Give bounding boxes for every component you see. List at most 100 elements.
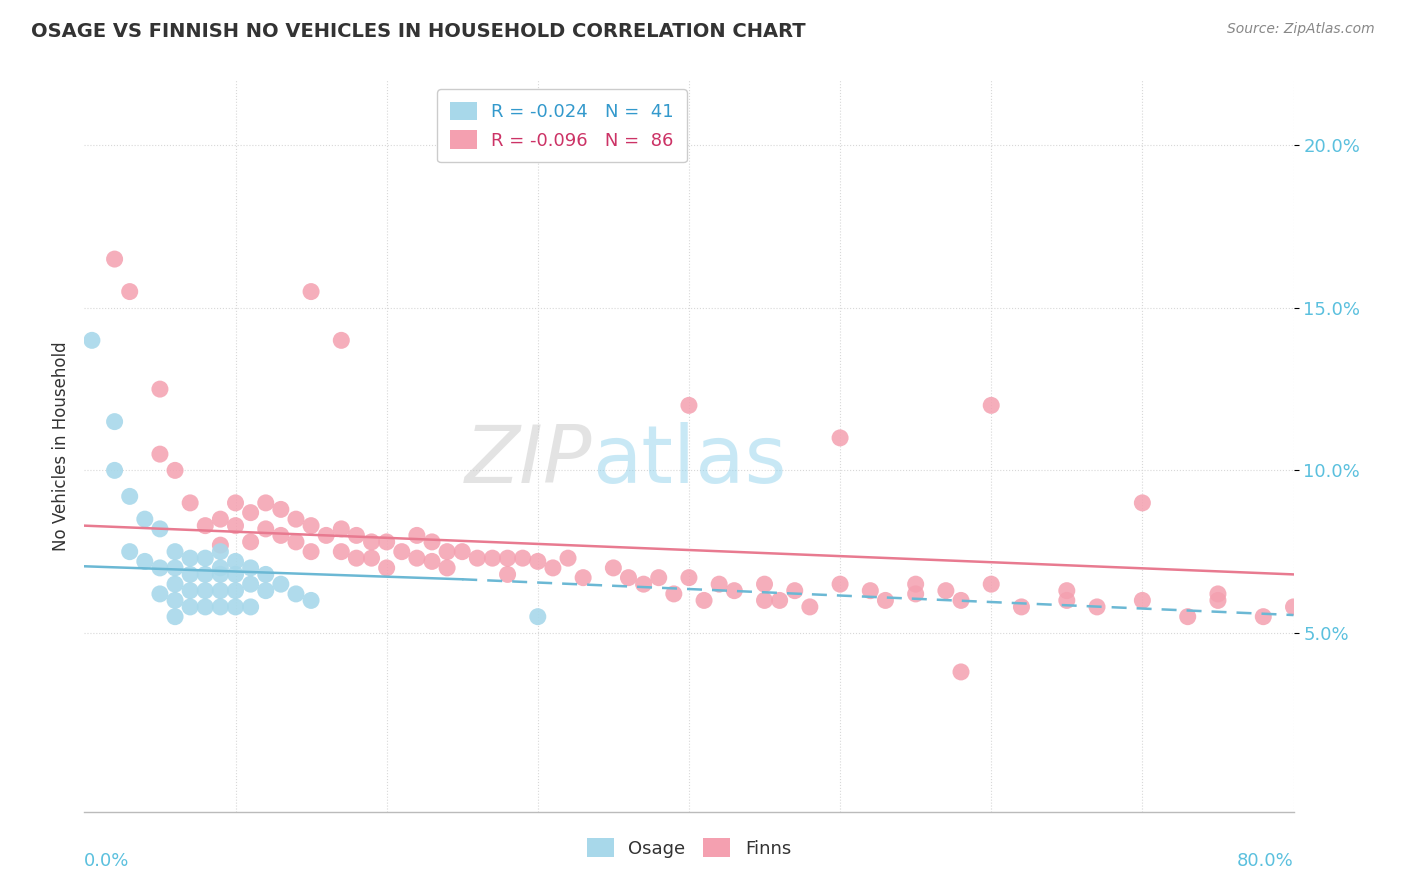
Y-axis label: No Vehicles in Household: No Vehicles in Household [52, 341, 70, 551]
Point [360, 535, 382, 549]
Point [149, 561, 172, 575]
Point [769, 593, 792, 607]
Point [104, 415, 127, 429]
Point [754, 593, 776, 607]
Point [225, 518, 247, 533]
Point [254, 522, 277, 536]
Point [360, 551, 382, 566]
Point [285, 535, 308, 549]
Point [678, 571, 700, 585]
Legend: Osage, Finns: Osage, Finns [579, 831, 799, 865]
Point [104, 252, 127, 266]
Point [118, 285, 141, 299]
Point [1253, 609, 1275, 624]
Point [179, 551, 201, 566]
Point [1056, 593, 1078, 607]
Point [406, 528, 429, 542]
Point [209, 544, 232, 558]
Point [346, 528, 368, 542]
Text: ZIP: ZIP [465, 422, 592, 500]
Point [285, 512, 308, 526]
Point [980, 577, 1002, 591]
Point [194, 551, 217, 566]
Point [254, 567, 277, 582]
Point [149, 587, 172, 601]
Point [165, 593, 187, 607]
Point [209, 599, 232, 614]
Point [1130, 496, 1153, 510]
Point [270, 502, 292, 516]
Point [420, 535, 443, 549]
Point [662, 587, 685, 601]
Point [693, 593, 716, 607]
Point [527, 609, 550, 624]
Point [420, 554, 443, 568]
Point [179, 567, 201, 582]
Point [134, 554, 156, 568]
Point [375, 561, 398, 575]
Point [1056, 583, 1078, 598]
Point [209, 561, 232, 575]
Point [496, 567, 519, 582]
Point [723, 583, 745, 598]
Point [165, 577, 187, 591]
Point [209, 567, 232, 582]
Point [436, 544, 458, 558]
Point [678, 398, 700, 412]
Point [904, 587, 927, 601]
Point [950, 593, 973, 607]
Point [799, 599, 821, 614]
Point [496, 551, 519, 566]
Point [602, 561, 624, 575]
Point [1177, 609, 1199, 624]
Point [330, 334, 353, 348]
Point [149, 447, 172, 461]
Point [194, 583, 217, 598]
Point [225, 567, 247, 582]
Point [572, 571, 595, 585]
Point [859, 583, 882, 598]
Point [330, 522, 353, 536]
Point [104, 463, 127, 477]
Point [254, 583, 277, 598]
Point [165, 561, 187, 575]
Point [1206, 587, 1229, 601]
Point [299, 518, 322, 533]
Point [225, 583, 247, 598]
Point [179, 496, 201, 510]
Text: Source: ZipAtlas.com: Source: ZipAtlas.com [1227, 22, 1375, 37]
Point [709, 577, 731, 591]
Point [225, 554, 247, 568]
Text: OSAGE VS FINNISH NO VEHICLES IN HOUSEHOLD CORRELATION CHART: OSAGE VS FINNISH NO VEHICLES IN HOUSEHOL… [31, 22, 806, 41]
Point [451, 544, 474, 558]
Text: atlas: atlas [592, 422, 786, 500]
Point [225, 496, 247, 510]
Point [1085, 599, 1108, 614]
Point [149, 522, 172, 536]
Point [285, 587, 308, 601]
Point [179, 599, 201, 614]
Point [391, 544, 413, 558]
Point [270, 577, 292, 591]
Point [375, 535, 398, 549]
Point [557, 551, 579, 566]
Point [754, 577, 776, 591]
Point [239, 577, 262, 591]
Point [239, 535, 262, 549]
Point [149, 382, 172, 396]
Point [179, 583, 201, 598]
Text: 80.0%: 80.0% [1237, 852, 1294, 870]
Point [783, 583, 806, 598]
Point [527, 554, 550, 568]
Point [315, 528, 337, 542]
Point [165, 609, 187, 624]
Point [935, 583, 957, 598]
Point [904, 577, 927, 591]
Point [239, 506, 262, 520]
Point [1130, 593, 1153, 607]
Point [209, 512, 232, 526]
Point [299, 544, 322, 558]
Point [1011, 599, 1033, 614]
Point [194, 518, 217, 533]
Point [436, 561, 458, 575]
